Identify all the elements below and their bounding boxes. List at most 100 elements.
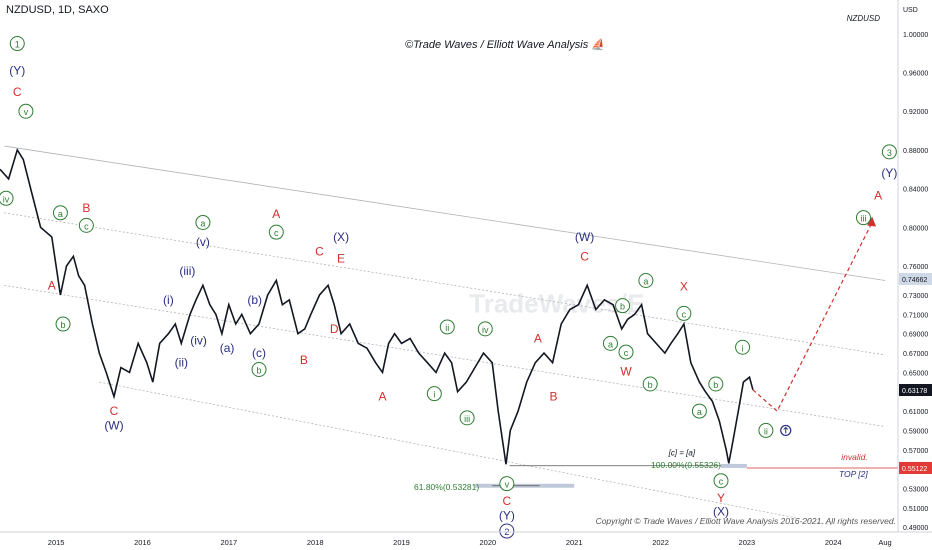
wave-label: c [84, 221, 89, 231]
y-tick-label: 0.67000 [903, 351, 928, 358]
wave-label: C [13, 85, 22, 99]
wave-label: C [315, 244, 324, 258]
wave-label: c [719, 477, 724, 487]
wave-label: v [24, 107, 29, 117]
y-tick-label: 0.76000 [903, 264, 928, 271]
wave-label: A [379, 390, 387, 404]
wave-label: b [620, 302, 625, 312]
wave-label: a [643, 277, 648, 287]
price-tag-label: 0.63178 [902, 388, 927, 395]
x-tick-label: 2017 [220, 538, 237, 547]
y-tick-label: 0.57000 [903, 448, 928, 455]
wave-label-circle [251, 361, 267, 377]
wave-label: B [549, 390, 557, 404]
channel-lines [4, 145, 886, 526]
wave-label-circle [638, 273, 654, 289]
wave-label: (i) [163, 293, 174, 307]
x-tick-label: 2022 [652, 538, 669, 547]
x-tick-label: Aug [878, 538, 891, 547]
y-tick-label: 0.96000 [903, 71, 928, 78]
wave-label: iv [3, 194, 10, 204]
wave-label: (c) [252, 346, 266, 360]
copyright-note: Copyright © Trade Waves / Elliott Wave A… [595, 516, 896, 526]
wave-label: A [272, 207, 280, 221]
y-tick-label: 0.49000 [903, 525, 928, 532]
x-tick-label: 2020 [480, 538, 497, 547]
wave-label: E [337, 251, 345, 265]
y-tick-label: 0.51000 [903, 506, 928, 513]
wave-label: (Y) [499, 509, 515, 523]
y-tick-label: 0.61000 [903, 409, 928, 416]
wave-label: (v) [196, 235, 210, 249]
wave-label: C [580, 249, 589, 263]
wave-label: (X) [713, 505, 729, 519]
y-tick-label: 0.92000 [903, 109, 928, 116]
wave-label: b [61, 320, 66, 330]
wave-label-circle [708, 376, 724, 392]
channel-line [4, 145, 886, 281]
channel-line [4, 284, 886, 427]
y-tick-label: 0.69000 [903, 332, 928, 339]
wave-label: i [742, 343, 744, 353]
wave-label: Y [717, 491, 725, 505]
y-tick-label: 1.00000 [903, 32, 928, 39]
wave-label: c [274, 228, 279, 238]
channel-line [99, 381, 834, 526]
wave-label-circle [439, 319, 455, 335]
x-tick-label: 2021 [566, 538, 583, 547]
x-tick-label: 2019 [393, 538, 410, 547]
x-tick-label: 2024 [825, 538, 842, 547]
wave-label-circle [618, 344, 634, 360]
wave-label-circle [615, 298, 631, 314]
x-tick-label: 2023 [739, 538, 756, 547]
wave-label: b [713, 380, 718, 390]
wave-label: a [200, 218, 205, 228]
wave-label-circle [0, 190, 14, 206]
wave-label: iv [482, 325, 489, 335]
fib-low-box [720, 463, 747, 468]
y-tick-label: 0.80000 [903, 225, 928, 232]
currency-label: USD [903, 7, 918, 14]
wave-label: b [648, 380, 653, 390]
wave-label: A [48, 278, 56, 292]
wave-label-circle [52, 205, 68, 221]
wave-label: (ii) [175, 356, 188, 370]
wave-label-circle [881, 144, 897, 160]
wave-label-circle [268, 224, 284, 240]
wave-label: v [505, 480, 510, 490]
price-tag-box [899, 384, 932, 397]
wave-label-circle [9, 36, 25, 52]
wave-label-circle [855, 210, 871, 226]
price-tag-box [899, 272, 932, 285]
y-tick-label: 0.88000 [903, 148, 928, 155]
wave-label-circle [426, 386, 442, 402]
y-tick-label: 0.71000 [903, 312, 928, 319]
wave-label-circle [713, 473, 729, 489]
wave-label-circle [459, 410, 475, 426]
fib-low-label: 100.00%(0.55326) [651, 460, 721, 470]
price-tag-label: 0.74662 [902, 277, 927, 284]
time-axis: 2015 2016 2017 2018 2019 2020 2021 2022 2023 2024… [0, 531, 932, 547]
wave-label: (Y) [881, 166, 897, 180]
price-tag-box [899, 461, 932, 474]
chart-overlays: 61.80%(0.53281) 100.00%(0.55326) [c] = [a]… [414, 216, 898, 492]
wave-label-circle [602, 335, 618, 351]
wave-label: (b) [247, 293, 262, 307]
analysis-title: ©Trade Waves / Elliott Wave Analysis ⛵ [405, 39, 605, 51]
wave-label: b [257, 365, 262, 375]
wave-label-circle [78, 217, 94, 233]
corner-symbol: NZDUSD [846, 14, 880, 23]
channel-line [4, 212, 886, 356]
wave-label-circle [499, 523, 515, 539]
wave-label-circle [758, 422, 774, 438]
wave-label-circle [642, 376, 658, 392]
wave-label: c [682, 309, 687, 319]
wave-label: ii [764, 426, 768, 436]
projection-line [752, 222, 873, 413]
wave-label: C [503, 494, 512, 508]
wave-label: i [433, 390, 435, 400]
wave-label: a [697, 407, 702, 417]
wave-label: (W) [104, 419, 123, 433]
